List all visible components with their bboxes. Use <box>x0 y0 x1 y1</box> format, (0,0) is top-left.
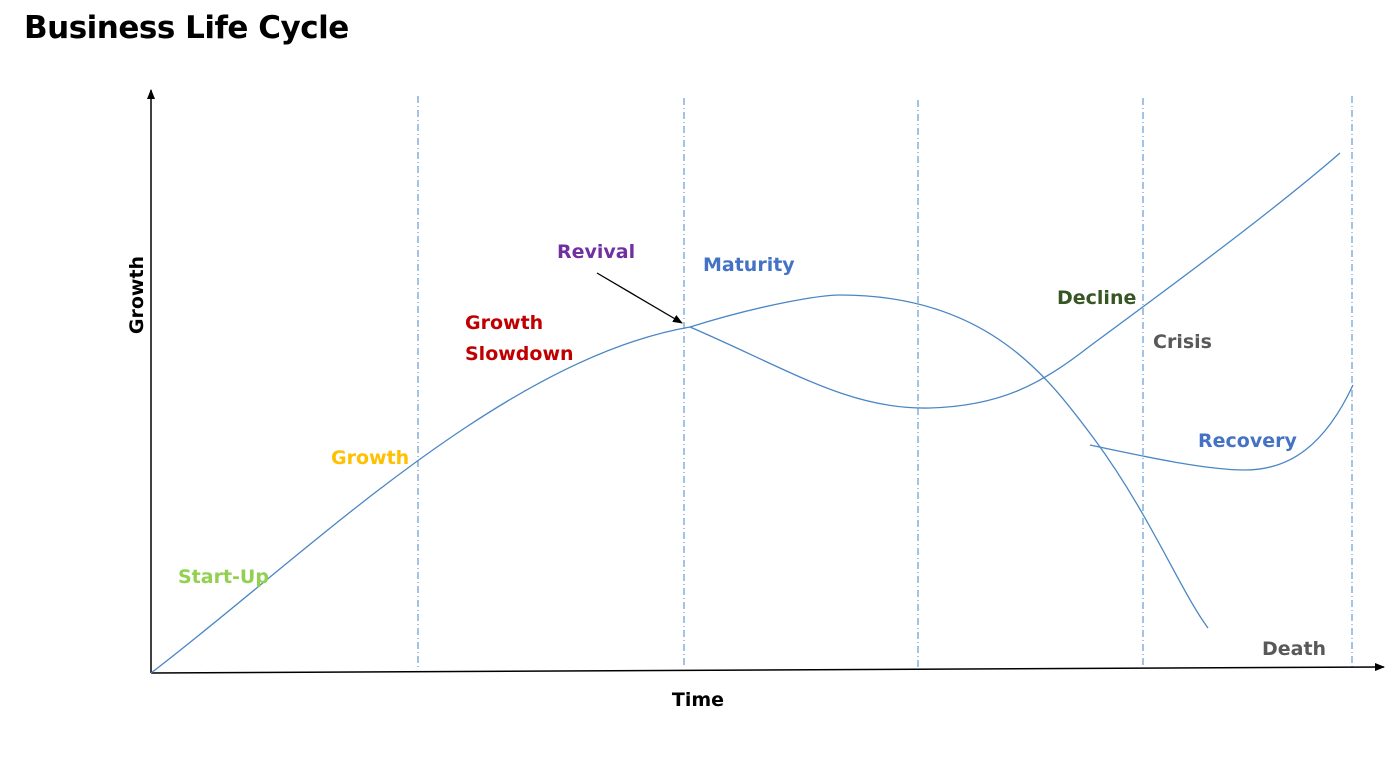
recovery-branch-curve <box>1089 384 1354 471</box>
revival-branch-curve <box>689 152 1341 409</box>
main-growth-curve <box>150 294 1209 674</box>
label-growth: Growth <box>331 447 409 469</box>
label-revival: Revival <box>557 241 635 263</box>
page-title: Business Life Cycle <box>24 10 349 46</box>
x-axis <box>150 663 1385 674</box>
label-recovery: Recovery <box>1198 430 1297 452</box>
x-axis-label: Time <box>672 689 724 711</box>
label-growth-slowdown-line1: Growth <box>465 312 543 334</box>
y-axis-label: Growth <box>126 256 148 334</box>
label-start-up: Start-Up <box>178 566 269 588</box>
label-crisis: Crisis <box>1153 331 1212 353</box>
label-maturity: Maturity <box>703 254 795 276</box>
label-death: Death <box>1262 638 1326 660</box>
label-decline: Decline <box>1057 287 1136 309</box>
revival-pointer-arrow <box>596 272 683 324</box>
stage-dividers <box>417 96 1353 669</box>
stage-labels: Start-Up Growth Growth Slowdown Revival … <box>178 241 1326 660</box>
axes <box>147 89 1385 674</box>
life-cycle-curves <box>150 152 1354 674</box>
label-growth-slowdown-line2: Slowdown <box>465 343 574 365</box>
